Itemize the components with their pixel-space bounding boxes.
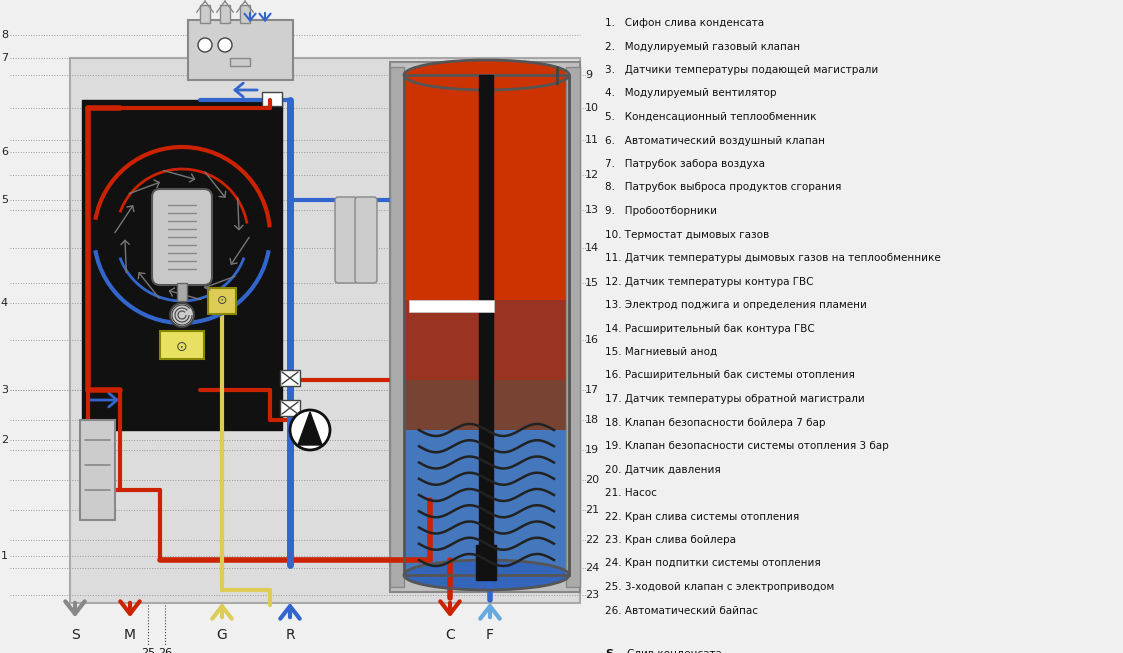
Text: 13. Электрод поджига и определения пламени: 13. Электрод поджига и определения пламе…	[605, 300, 867, 310]
Bar	[70, 58, 579, 603]
Bar	[566, 67, 579, 587]
Bar	[230, 58, 250, 66]
Text: 23. Кран слива бойлера: 23. Кран слива бойлера	[605, 535, 736, 545]
Text: 14: 14	[585, 243, 600, 253]
Bar	[208, 288, 236, 314]
Text: 14. Расширительный бак контура ГВС: 14. Расширительный бак контура ГВС	[605, 323, 815, 334]
Text: 4: 4	[1, 298, 8, 308]
Bar	[404, 75, 569, 575]
Circle shape	[198, 38, 212, 52]
Text: 4.   Модулируемый вентилятор: 4. Модулируемый вентилятор	[605, 89, 776, 99]
Bar	[280, 400, 300, 416]
Bar	[200, 5, 210, 23]
Text: S: S	[605, 649, 613, 653]
Bar	[159, 331, 204, 359]
Bar	[177, 283, 188, 301]
Text: 20. Датчик давления: 20. Датчик давления	[605, 464, 721, 475]
Text: 1: 1	[1, 551, 8, 561]
Text: 10. Термостат дымовых газов: 10. Термостат дымовых газов	[605, 229, 769, 240]
Bar	[188, 20, 293, 80]
Bar	[404, 300, 569, 380]
Text: 15. Магниевый анод: 15. Магниевый анод	[605, 347, 718, 357]
Circle shape	[170, 303, 194, 327]
Text: 6.   Автоматический воздушный клапан: 6. Автоматический воздушный клапан	[605, 136, 825, 146]
Bar	[390, 62, 579, 592]
Bar	[404, 80, 569, 300]
Circle shape	[218, 38, 232, 52]
Bar	[404, 430, 569, 575]
Text: C: C	[445, 628, 455, 642]
Text: M: M	[124, 628, 136, 642]
Text: 26. Автоматический байпас: 26. Автоматический байпас	[605, 605, 758, 616]
Text: S: S	[71, 628, 80, 642]
Bar	[82, 100, 282, 430]
Text: F: F	[486, 628, 494, 642]
Text: 2.   Модулируемый газовый клапан: 2. Модулируемый газовый клапан	[605, 42, 800, 52]
Bar	[240, 5, 250, 23]
Text: 22. Кран слива системы отопления: 22. Кран слива системы отопления	[605, 511, 800, 522]
Text: R: R	[285, 628, 295, 642]
Text: 8.   Патрубок выброса продуктов сгорания: 8. Патрубок выброса продуктов сгорания	[605, 182, 841, 193]
Polygon shape	[298, 412, 322, 445]
FancyBboxPatch shape	[152, 189, 212, 285]
Text: 7: 7	[1, 53, 8, 63]
Text: 21: 21	[585, 505, 600, 515]
Text: 5.   Конденсационный теплообменник: 5. Конденсационный теплообменник	[605, 112, 816, 122]
Text: 18: 18	[585, 415, 600, 425]
Bar	[404, 380, 569, 430]
Text: 3.   Датчики температуры подающей магистрали: 3. Датчики температуры подающей магистра…	[605, 65, 878, 75]
Text: 25. 3-ходовой клапан с электроприводом: 25. 3-ходовой клапан с электроприводом	[605, 582, 834, 592]
Ellipse shape	[404, 560, 569, 590]
Circle shape	[290, 410, 330, 450]
Text: 5: 5	[1, 195, 8, 205]
Text: 18. Клапан безопасности бойлера 7 бар: 18. Клапан безопасности бойлера 7 бар	[605, 417, 825, 428]
Bar	[390, 67, 404, 587]
FancyBboxPatch shape	[335, 197, 357, 283]
Text: 24. Кран подпитки системы отопления: 24. Кран подпитки системы отопления	[605, 558, 821, 569]
Text: 12. Датчик температуры контура ГВС: 12. Датчик температуры контура ГВС	[605, 276, 813, 287]
Text: 12: 12	[585, 170, 600, 180]
Text: ⊙: ⊙	[217, 295, 227, 308]
Bar	[262, 92, 282, 106]
Text: 16: 16	[585, 335, 599, 345]
Text: 7.   Патрубок забора воздуха: 7. Патрубок забора воздуха	[605, 159, 765, 169]
Text: 2: 2	[1, 435, 8, 445]
Bar	[220, 5, 230, 23]
Text: 19. Клапан безопасности системы отопления 3 бар: 19. Клапан безопасности системы отоплени…	[605, 441, 888, 451]
Text: 10: 10	[585, 103, 599, 113]
Text: 23: 23	[585, 590, 600, 600]
Text: 15: 15	[585, 278, 599, 288]
Text: 19: 19	[585, 445, 600, 455]
Bar	[480, 75, 493, 577]
Bar	[280, 370, 300, 386]
Text: 9: 9	[585, 70, 592, 80]
Ellipse shape	[404, 60, 569, 90]
Text: 1.   Сифон слива конденсата: 1. Сифон слива конденсата	[605, 18, 764, 28]
Text: 3: 3	[1, 385, 8, 395]
FancyBboxPatch shape	[355, 197, 377, 283]
Text: 11: 11	[585, 135, 599, 145]
Text: 11. Датчик температуры дымовых газов на теплообменнике: 11. Датчик температуры дымовых газов на …	[605, 253, 941, 263]
Text: 6: 6	[1, 147, 8, 157]
Text: 25: 25	[141, 648, 155, 653]
Text: 16. Расширительный бак системы отопления: 16. Расширительный бак системы отопления	[605, 370, 855, 381]
Text: 26: 26	[158, 648, 172, 653]
Bar	[80, 420, 115, 520]
Text: 20: 20	[585, 475, 600, 485]
Bar	[409, 300, 494, 312]
Text: 24: 24	[585, 563, 600, 573]
Bar	[476, 545, 496, 580]
Text: 17: 17	[585, 385, 600, 395]
Text: G: G	[217, 628, 227, 642]
Text: 8: 8	[1, 30, 8, 40]
Text: 22: 22	[585, 535, 600, 545]
Text: 13: 13	[585, 205, 599, 215]
Text: 17. Датчик температуры обратной магистрали: 17. Датчик температуры обратной магистра…	[605, 394, 865, 404]
Text: Слив конденсата: Слив конденсата	[627, 649, 722, 653]
Text: ⊙: ⊙	[176, 340, 188, 354]
Text: 21. Насос: 21. Насос	[605, 488, 657, 498]
Text: 9.   Пробоотборники: 9. Пробоотборники	[605, 206, 716, 216]
